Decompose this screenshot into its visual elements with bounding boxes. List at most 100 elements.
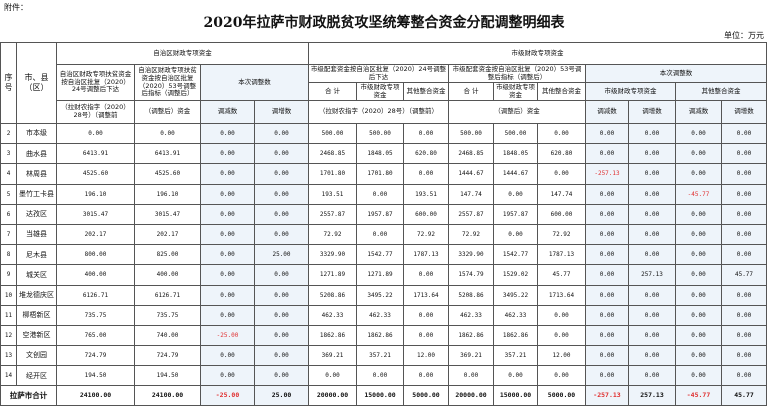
row-region: 经开区 [16,365,57,387]
row-value: 462.33 [448,304,494,326]
row-value: 0.00 [254,345,309,367]
row-value: 1701.80 [308,163,357,185]
header-increase: 调增数 [628,100,676,124]
row-value: 0.00 [721,122,767,145]
row-value: 0.00 [628,244,676,266]
table-row: 8 尼木县 800.00 825.00 0.00 25.00 3329.90 1542.77 1… [0,244,767,266]
row-value: 0.00 [675,143,722,165]
row-value: 1862.86 [356,324,404,347]
row-value: -25.00 [200,324,255,347]
total-value: 24100.00 [56,385,135,406]
row-value: 0.00 [134,122,201,145]
row-value: 3495.22 [356,284,404,306]
row-value: 1848.05 [493,143,538,165]
total-value: 15000.00 [493,385,538,406]
row-value: 0.00 [254,143,309,165]
row-value: 0.00 [721,244,767,266]
row-value: 0.00 [585,244,629,266]
row-value: 0.00 [403,324,449,347]
row-seq: 13 [0,345,17,367]
row-value: 147.74 [448,183,494,205]
row-seq: 11 [0,304,17,326]
row-value: 25.00 [254,244,309,266]
table-row: 5 墨竹工卡县 196.10 196.10 0.00 0.00 193.51 0.00 193.… [0,183,767,205]
row-value: 0.00 [721,183,767,205]
row-value: 2557.87 [308,203,357,225]
header-decrease: 调减数 [585,100,629,124]
row-value: 0.00 [721,203,767,225]
row-value: 0.00 [628,203,676,225]
row-value: 2557.87 [448,203,494,225]
row-seq: 5 [0,183,17,205]
header-auto-53: 自治区财政专项扶贫资金按自治区批复（2020）53号调整后指标（调整后） [134,64,201,101]
row-value: 0.00 [675,284,722,306]
row-seq: 8 [0,244,17,266]
row-value: 1713.64 [403,284,449,306]
row-value: 0.00 [628,284,676,306]
row-value: 1529.02 [493,264,538,286]
row-value: 0.00 [403,365,449,387]
row-value: 0.00 [585,183,629,205]
row-value: 72.92 [448,223,494,246]
header-city-24-sub: （拉财农指字（2020）28号）（调整前） [308,100,449,124]
row-value: 1574.79 [448,264,494,286]
row-value: 0.00 [585,284,629,306]
row-region: 空港新区 [16,324,57,347]
row-value: 620.80 [403,143,449,165]
row-region: 当雄县 [16,223,57,246]
row-value: 357.21 [356,345,404,367]
row-value: 357.21 [493,345,538,367]
row-value: 0.00 [675,365,722,387]
row-value: 2468.85 [448,143,494,165]
row-value: 1542.77 [356,244,404,266]
row-value: 735.75 [56,304,135,326]
total-value: 5000.00 [403,385,449,406]
row-value: 0.00 [675,345,722,367]
row-value: 0.00 [585,264,629,286]
header-seq: 序号 [0,42,17,124]
row-value: 369.21 [448,345,494,367]
row-value: 369.21 [308,345,357,367]
total-value: 25.00 [254,385,309,406]
row-region: 市本级 [16,122,57,145]
row-seq: 2 [0,122,17,145]
row-value: 0.00 [675,163,722,185]
table-row: 4 林周县 4525.60 4525.60 0.00 0.00 1701.80 1701.80… [0,163,767,185]
row-value: 0.00 [628,304,676,326]
row-value: 400.00 [134,264,201,286]
row-value: 462.33 [356,304,404,326]
row-value: 0.00 [356,183,404,205]
header-region: 市、县（区） [16,42,57,124]
row-value: 0.00 [721,163,767,185]
row-region: 尼木县 [16,244,57,266]
row-value: 4525.60 [134,163,201,185]
row-value: 45.77 [721,264,767,286]
row-value: 0.00 [493,223,538,246]
row-value: 72.92 [537,223,586,246]
header-increase: 调增数 [721,100,767,124]
row-value: 0.00 [537,365,586,387]
row-value: 0.00 [721,304,767,326]
row-value: 0.00 [675,304,722,326]
row-value: 0.00 [675,264,722,286]
row-value: -257.13 [585,163,629,185]
total-value: 257.13 [628,385,676,406]
table-row: 7 当雄县 202.17 202.17 0.00 0.00 72.92 0.00 72.92 72… [0,223,767,246]
row-value: 1848.05 [356,143,404,165]
row-value: 800.00 [56,244,135,266]
row-seq: 4 [0,163,17,185]
row-region: 文创园 [16,345,57,367]
row-seq: 10 [0,284,17,306]
row-value: 0.00 [403,163,449,185]
row-value: 0.00 [628,163,676,185]
row-value: 0.00 [254,284,309,306]
row-value: 257.13 [628,264,676,286]
total-row: 拉萨市合计 24100.00 24100.00 -25.00 25.00 20000.00… [0,385,767,406]
row-value: 0.00 [628,365,676,387]
header-total: 合 计 [308,82,357,101]
table-row: 3 曲水县 6413.91 6413.91 0.00 0.00 2468.85 1848.05… [0,143,767,165]
header-city-special: 市级财政专项资金 [356,82,404,101]
row-value: 72.92 [403,223,449,246]
row-value: 1957.87 [493,203,538,225]
row-value: 0.00 [200,284,255,306]
